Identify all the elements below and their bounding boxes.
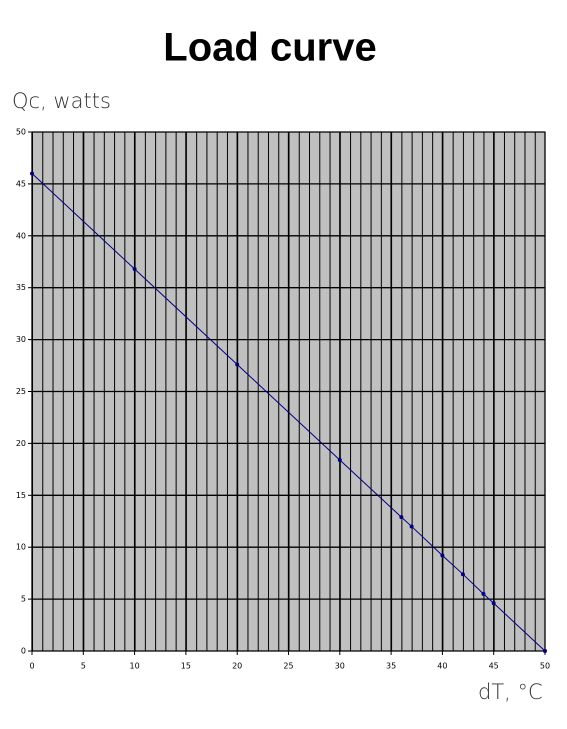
x-tick-label: 40 bbox=[437, 662, 447, 671]
y-tick-label: 5 bbox=[21, 595, 26, 604]
y-tick-label: 20 bbox=[16, 439, 26, 448]
y-tick-label: 35 bbox=[16, 283, 26, 292]
y-tick-label: 30 bbox=[16, 335, 26, 344]
x-tick-label: 0 bbox=[29, 662, 34, 671]
data-point bbox=[30, 171, 34, 176]
x-tick-label: 45 bbox=[489, 662, 499, 671]
x-tick-label: 25 bbox=[283, 662, 293, 671]
data-point bbox=[440, 553, 445, 558]
data-point bbox=[337, 458, 342, 463]
y-tick-label: 0 bbox=[21, 647, 26, 656]
y-tick-label: 25 bbox=[16, 387, 26, 396]
data-point bbox=[481, 591, 486, 596]
x-tick-label: 20 bbox=[232, 662, 242, 671]
y-axis-label: Qc, watts bbox=[12, 89, 111, 113]
x-tick-label: 50 bbox=[540, 662, 550, 671]
data-point bbox=[460, 572, 465, 577]
x-axis-label: dT, °C bbox=[478, 680, 543, 704]
y-tick-label: 45 bbox=[16, 179, 26, 188]
y-tick-label: 15 bbox=[16, 491, 26, 500]
data-point bbox=[399, 515, 404, 520]
x-tick-label: 35 bbox=[386, 662, 396, 671]
x-tick-label: 15 bbox=[181, 662, 191, 671]
data-point bbox=[543, 649, 547, 653]
data-point bbox=[409, 524, 414, 529]
y-tick-label: 40 bbox=[16, 231, 26, 240]
x-tick-label: 10 bbox=[130, 662, 140, 671]
data-point bbox=[132, 267, 137, 272]
data-point bbox=[235, 362, 240, 367]
x-tick-label: 30 bbox=[335, 662, 345, 671]
y-tick-label: 50 bbox=[16, 128, 26, 137]
data-point bbox=[491, 601, 496, 606]
y-tick-label: 10 bbox=[16, 543, 26, 552]
chart-title: Load curve bbox=[163, 26, 376, 70]
x-tick-label: 5 bbox=[81, 662, 86, 671]
